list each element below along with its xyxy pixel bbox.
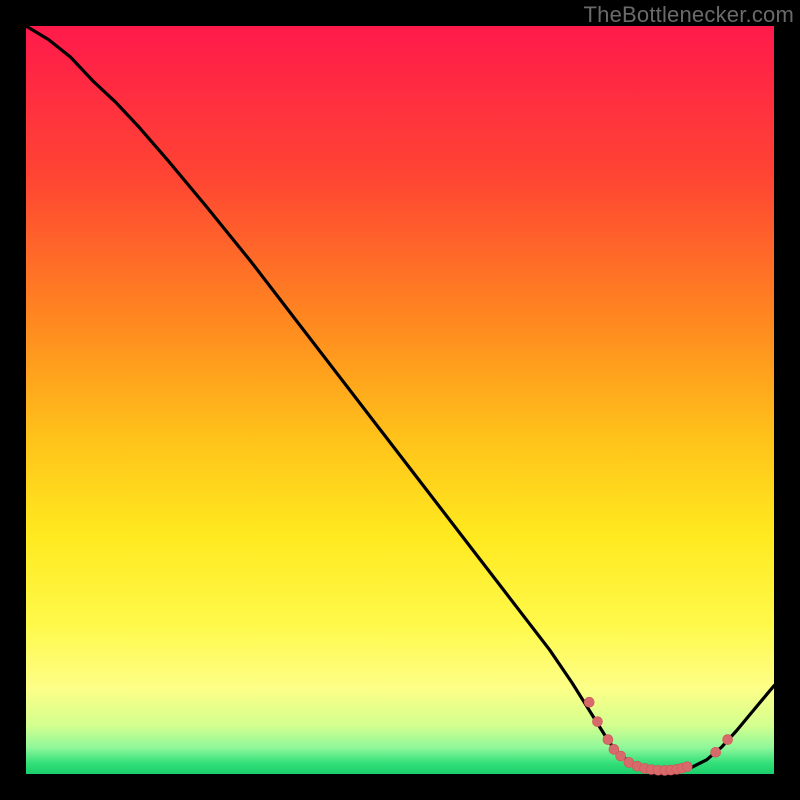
plot-background [26,26,774,774]
data-marker [682,762,692,772]
data-marker [616,751,626,761]
chart-stage: TheBottlenecker.com [0,0,800,800]
data-marker [723,735,733,745]
chart-svg [0,0,800,800]
data-marker [711,747,721,757]
data-marker [592,717,602,727]
watermark-text: TheBottlenecker.com [584,2,794,28]
data-marker [603,735,613,745]
data-marker [584,697,594,707]
